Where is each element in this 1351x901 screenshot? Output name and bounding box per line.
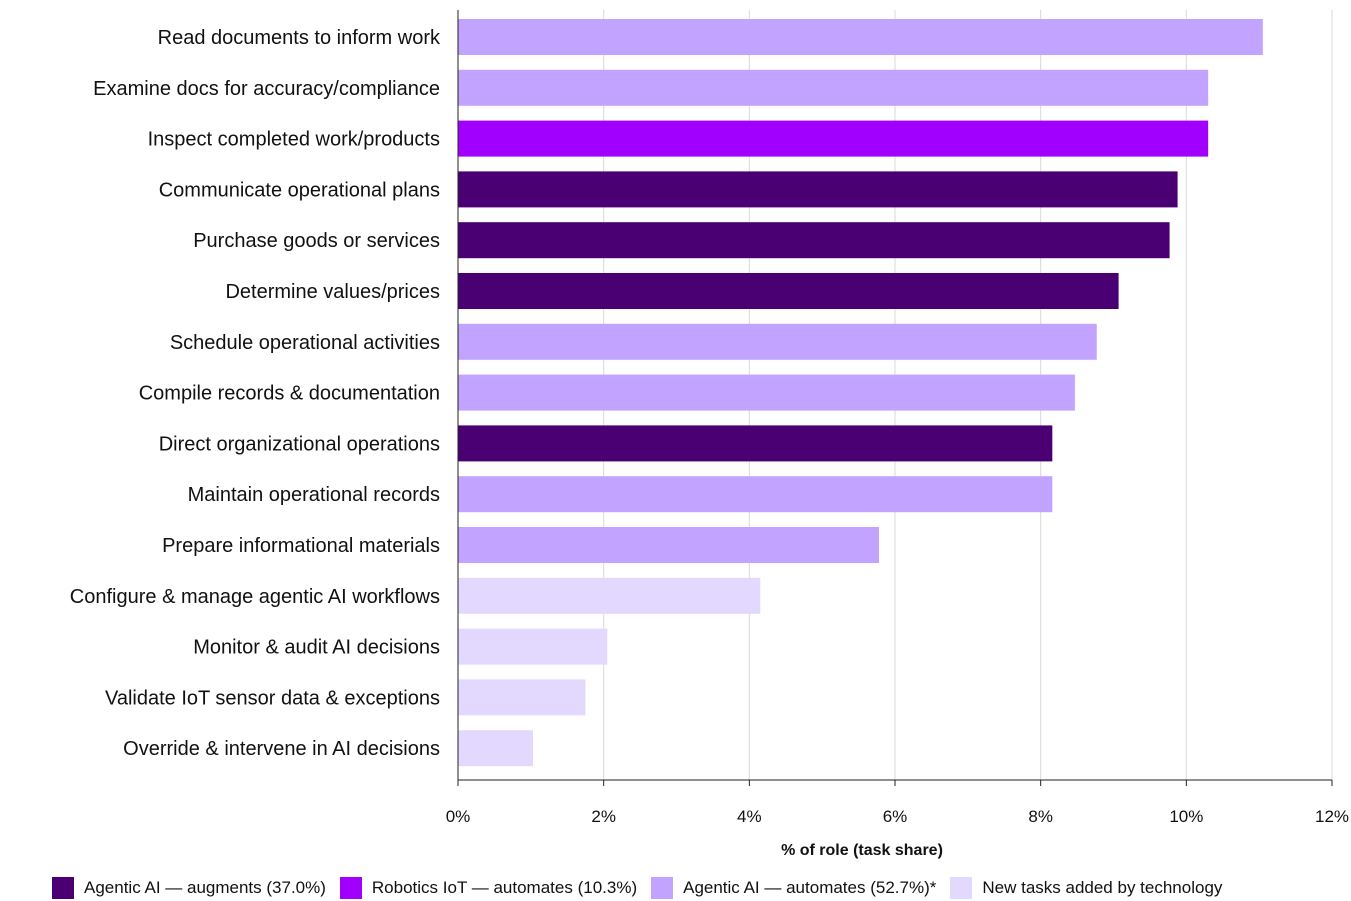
category-label: Inspect completed work/products <box>148 129 440 151</box>
category-label: Compile records & documentation <box>139 383 440 405</box>
bar <box>458 730 534 767</box>
legend-swatch <box>950 877 973 899</box>
x-tick-label: 2% <box>591 807 616 826</box>
legend-item: Agentic AI — augments (37.0%) <box>52 877 326 899</box>
category-label: Examine docs for accuracy/compliance <box>93 78 440 100</box>
legend-swatch <box>651 877 674 899</box>
x-tick-label: 6% <box>883 807 908 826</box>
category-label: Schedule operational activities <box>170 332 440 354</box>
legend-item: Robotics IoT — automates (10.3%) <box>339 877 638 899</box>
chart-legend: Agentic AI — augments (37.0%) Robotics Io… <box>52 876 1236 900</box>
bar <box>458 323 1097 360</box>
legend-swatch <box>52 877 74 899</box>
x-tick-label: 12% <box>1315 807 1349 826</box>
bar <box>458 120 1209 157</box>
category-label: Communicate operational plans <box>159 179 440 201</box>
bar <box>458 273 1119 309</box>
bar <box>458 19 1263 55</box>
bar <box>458 69 1209 106</box>
category-label: Purchase goods or services <box>193 230 440 252</box>
bar <box>458 527 879 563</box>
legend-label: Agentic AI — augments (37.0%) <box>84 878 326 897</box>
category-label: Override & intervene in AI decisions <box>123 738 440 760</box>
category-label: Prepare informational materials <box>162 535 440 557</box>
legend-item: New tasks added by technology <box>950 877 1222 899</box>
x-tick-label: 4% <box>737 807 762 826</box>
bar <box>458 679 586 716</box>
category-label: Direct organizational operations <box>159 433 440 455</box>
category-label: Maintain operational records <box>188 484 440 506</box>
category-label: Validate IoT sensor data & exceptions <box>105 687 440 709</box>
category-label: Monitor & audit AI decisions <box>193 637 440 659</box>
bar <box>458 222 1170 259</box>
bar <box>458 374 1075 411</box>
x-tick-label: 8% <box>1028 807 1053 826</box>
bar <box>458 171 1178 208</box>
legend-label: Agentic AI — automates (52.7%)* <box>683 878 937 897</box>
chart-svg: 0% 2% 4% 6% 8% 10% 12% Read documents to inform… <box>70 10 1349 859</box>
bar <box>458 577 761 614</box>
category-label: Read documents to inform work <box>158 27 441 49</box>
task-share-chart: 0% 2% 4% 6% 8% 10% 12% Read documents to inform… <box>70 10 1349 859</box>
legend-label: New tasks added by technology <box>982 878 1223 897</box>
bar <box>458 425 1053 462</box>
x-axis-title: % of role (task share) <box>781 842 943 859</box>
bar <box>458 476 1053 513</box>
x-tick-label: 10% <box>1169 807 1203 826</box>
legend-label: Robotics IoT — automates (10.3%) <box>371 878 638 897</box>
bar <box>458 628 608 665</box>
legend-item: Agentic AI — automates (52.7%)* <box>651 877 936 899</box>
category-label: Determine values/prices <box>225 281 440 303</box>
legend-swatch <box>339 877 362 899</box>
x-tick-label: 0% <box>446 807 471 826</box>
category-label: Configure & manage agentic AI workflows <box>70 586 440 608</box>
